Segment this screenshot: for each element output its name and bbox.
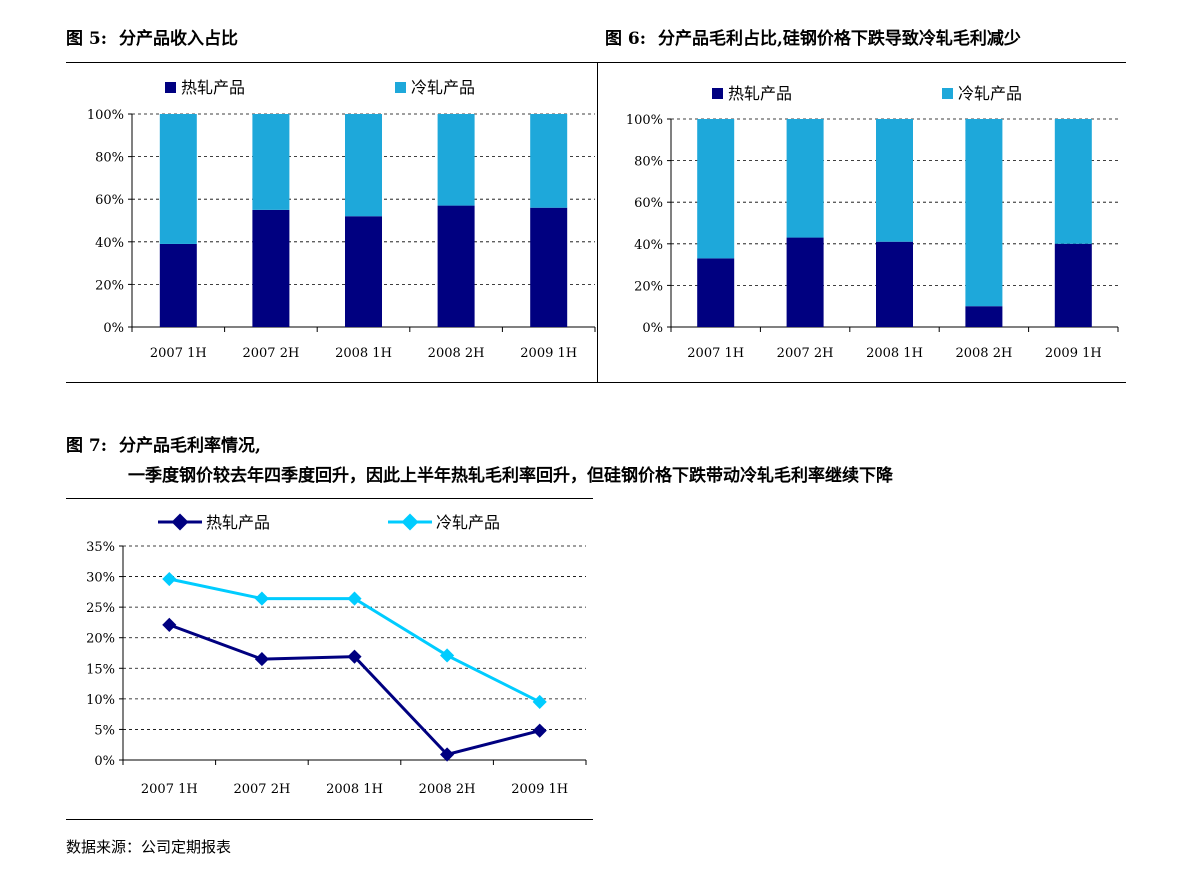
data-point-hot-rolled (440, 747, 455, 762)
bar-hot-rolled (786, 237, 824, 327)
figure-6-top-rule (597, 62, 1126, 63)
legend-label-1: 热轧产品 (181, 78, 245, 97)
data-point-cold-rolled (162, 571, 177, 587)
x-tick-label: 2009 1H (1045, 346, 1102, 361)
y-tick-label: 30% (86, 571, 115, 586)
x-tick-label: 2007 2H (242, 346, 299, 361)
data-point-hot-rolled (347, 649, 362, 664)
x-tick-label: 2008 2H (955, 346, 1012, 361)
figure-5-title: 图 5: 分产品收入占比 (66, 24, 238, 49)
figure-7-title: 图 7: 分产品毛利率情况, (66, 431, 261, 456)
bar-cold-rolled (530, 114, 568, 208)
bar-hot-rolled (876, 241, 913, 327)
legend-swatch-1 (712, 88, 723, 99)
bar-hot-rolled (159, 243, 197, 327)
figure-7-top-rule (66, 498, 593, 499)
y-tick-label: 60% (634, 196, 663, 211)
figure-6-chart: 0% 20% 40% 60% 80% 100% 热轧产品 冷轧产品 2007 1H 2007 2H… (626, 84, 1119, 361)
legend-label-1: 热轧产品 (206, 513, 270, 532)
legend-marker-1 (171, 513, 189, 531)
data-point-hot-rolled (162, 617, 177, 632)
y-tick-label: 0% (103, 321, 124, 336)
figure-5-label: 图 5: (66, 29, 108, 49)
legend-label-2: 冷轧产品 (411, 78, 475, 97)
y-tick-label: 20% (634, 279, 663, 294)
bar-hot-rolled (437, 205, 475, 327)
legend-label-2: 冷轧产品 (958, 84, 1022, 103)
x-tick-label: 2007 2H (233, 782, 290, 797)
data-point-hot-rolled (254, 652, 269, 667)
data-point-cold-rolled (532, 694, 547, 709)
bar-cold-rolled (345, 114, 382, 217)
figure-7-title-text: 分产品毛利率情况, (118, 436, 261, 456)
x-tick-label: 2008 2H (419, 782, 476, 797)
data-source-note: 数据来源：公司定期报表 (66, 838, 232, 856)
bar-hot-rolled (345, 216, 382, 327)
figure-7-bottom-rule (66, 819, 593, 820)
x-tick-label: 2007 1H (141, 782, 198, 797)
y-tick-label: 100% (626, 113, 663, 128)
x-tick-label: 2007 2H (777, 346, 834, 361)
legend-marker-2 (401, 513, 419, 531)
bar-cold-rolled (697, 119, 735, 259)
bar-cold-rolled (1054, 119, 1092, 244)
x-tick-label: 2009 1H (520, 346, 577, 361)
y-tick-label: 100% (87, 108, 124, 123)
bar-cold-rolled (965, 119, 1003, 307)
figure-7-chart: 0% 5% 10% 15% 20% 25% 30% 35% 热轧产品 冷轧产品 2007 1H 200… (86, 513, 587, 797)
y-tick-label: 15% (86, 662, 115, 677)
bar-cold-rolled (437, 114, 475, 206)
bar-cold-rolled (786, 119, 824, 238)
y-tick-label: 10% (86, 693, 115, 708)
y-tick-label: 20% (86, 632, 115, 647)
x-tick-label: 2007 1H (150, 346, 207, 361)
y-tick-label: 0% (642, 321, 663, 336)
x-tick-label: 2008 1H (866, 346, 923, 361)
figure-divider (597, 62, 598, 383)
figure-5-bottom-rule (66, 382, 597, 383)
data-point-cold-rolled (440, 648, 455, 663)
figure-5-title-text: 分产品收入占比 (118, 29, 238, 49)
bar-cold-rolled (252, 114, 290, 210)
y-tick-label: 0% (94, 754, 115, 769)
y-tick-label: 5% (94, 723, 115, 738)
bar-cold-rolled (876, 119, 913, 242)
y-tick-label: 20% (95, 278, 124, 293)
figure-5-top-rule (66, 62, 597, 63)
data-point-hot-rolled (532, 723, 547, 738)
legend-label-2: 冷轧产品 (436, 513, 500, 532)
y-tick-label: 80% (95, 151, 124, 166)
figure-7-subtitle: 一季度钢价较去年四季度回升，因此上半年热轧毛利率回升，但硅钢价格下跌带动冷轧毛利… (128, 466, 893, 486)
data-point-cold-rolled (254, 591, 269, 606)
figure-6-title: 图 6: 分产品毛利占比,硅钢价格下跌导致冷轧毛利减少 (605, 24, 1021, 49)
bar-hot-rolled (252, 209, 290, 327)
series-line-1 (168, 623, 541, 757)
y-tick-label: 40% (634, 238, 663, 253)
legend-swatch-2 (395, 82, 406, 93)
data-point-cold-rolled (347, 591, 362, 606)
y-tick-label: 25% (86, 601, 115, 616)
legend-swatch-2 (942, 88, 953, 99)
x-tick-label: 2009 1H (511, 782, 568, 797)
bar-hot-rolled (697, 258, 735, 327)
figure-5-chart: 0% 20% 40% 60% 80% 100% 热轧产品 冷轧产品 2007 1H 2007 2H… (87, 78, 596, 361)
x-tick-label: 2007 1H (687, 346, 744, 361)
y-tick-label: 35% (86, 540, 115, 555)
bar-hot-rolled (530, 207, 568, 327)
legend-label-1: 热轧产品 (728, 84, 792, 103)
figure-6-title-text: 分产品毛利占比,硅钢价格下跌导致冷轧毛利减少 (657, 29, 1021, 49)
y-tick-label: 40% (95, 236, 124, 251)
y-tick-label: 80% (634, 155, 663, 170)
bar-hot-rolled (1054, 243, 1092, 327)
bar-cold-rolled (159, 114, 197, 244)
figure-7-label: 图 7: (66, 436, 108, 456)
figure-6-bottom-rule (597, 382, 1126, 383)
bar-hot-rolled (965, 306, 1003, 327)
legend-swatch-1 (165, 82, 176, 93)
x-tick-label: 2008 2H (428, 346, 485, 361)
y-tick-label: 60% (95, 193, 124, 208)
x-tick-label: 2008 1H (335, 346, 392, 361)
figure-6-label: 图 6: (605, 29, 647, 49)
x-tick-label: 2008 1H (326, 782, 383, 797)
